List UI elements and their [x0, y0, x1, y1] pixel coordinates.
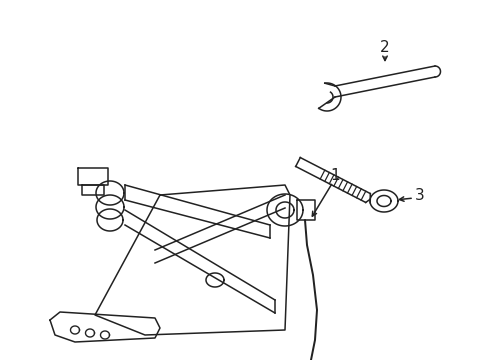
Text: 3: 3	[414, 188, 424, 202]
Text: 2: 2	[379, 40, 389, 54]
Text: 1: 1	[329, 167, 339, 183]
